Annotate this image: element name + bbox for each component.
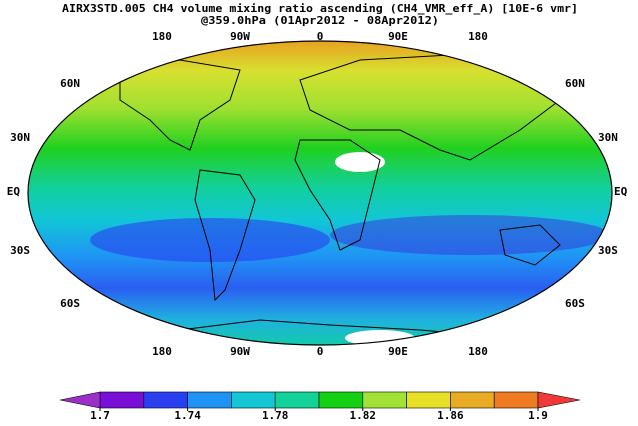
lat-label: 30S	[10, 244, 30, 257]
colorbar-segment	[274, 391, 320, 409]
lon-label: 180	[468, 345, 488, 358]
lon-label: 0	[317, 30, 324, 43]
colorbar-tick-label: 1.9	[528, 409, 548, 422]
colorbar-segment	[318, 391, 364, 409]
lon-label: 0	[317, 345, 324, 358]
colorbar-tick-label: 1.86	[437, 409, 464, 422]
lon-label: 180	[468, 30, 488, 43]
lon-label: 180	[152, 345, 172, 358]
lat-label: EQ	[614, 185, 628, 198]
map-field	[28, 41, 612, 345]
colorbar: 1.7 1.74 1.78 1.82 1.86 1.9	[59, 391, 581, 422]
lat-label: 60N	[565, 77, 585, 90]
colorbar-segment	[493, 391, 539, 409]
colorbar-under	[59, 391, 101, 409]
colorbar-segment	[231, 391, 276, 409]
lon-label: 90W	[230, 345, 250, 358]
lon-label: 90E	[388, 30, 408, 43]
colorbar-segment	[362, 391, 407, 409]
lon-label: 90E	[388, 345, 408, 358]
colorbar-over	[537, 391, 581, 409]
colorbar-segment	[99, 391, 145, 409]
lat-label: 30N	[598, 131, 618, 144]
lon-label: 90W	[230, 30, 250, 43]
lat-label: EQ	[7, 185, 21, 198]
lat-label: 30N	[10, 131, 30, 144]
colorbar-tick-label: 1.7	[90, 409, 110, 422]
map-title: AIRX3STD.005 CH4 volume mixing ratio asc…	[62, 2, 578, 15]
lat-label: 60N	[60, 77, 80, 90]
colorbar-tick-label: 1.82	[350, 409, 377, 422]
colorbar-tick-label: 1.78	[262, 409, 289, 422]
colorbar-segment	[187, 391, 232, 409]
lat-label: 30S	[598, 244, 618, 257]
colorbar-tick-label: 1.74	[174, 409, 201, 422]
lon-label: 180	[152, 30, 172, 43]
map-subtitle: @359.0hPa (01Apr2012 - 08Apr2012)	[201, 14, 439, 27]
colorbar-segment	[450, 391, 495, 409]
colorbar-segment	[406, 391, 451, 409]
colorbar-segment	[143, 391, 188, 409]
lat-label: 60S	[565, 297, 585, 310]
globe-outline	[27, 40, 613, 346]
map-labels: 180 180 90W 90W 0 0 90E 90E 180 180 60N 60N 30N 30N EQ…	[7, 30, 628, 358]
lat-label: 60S	[60, 297, 80, 310]
